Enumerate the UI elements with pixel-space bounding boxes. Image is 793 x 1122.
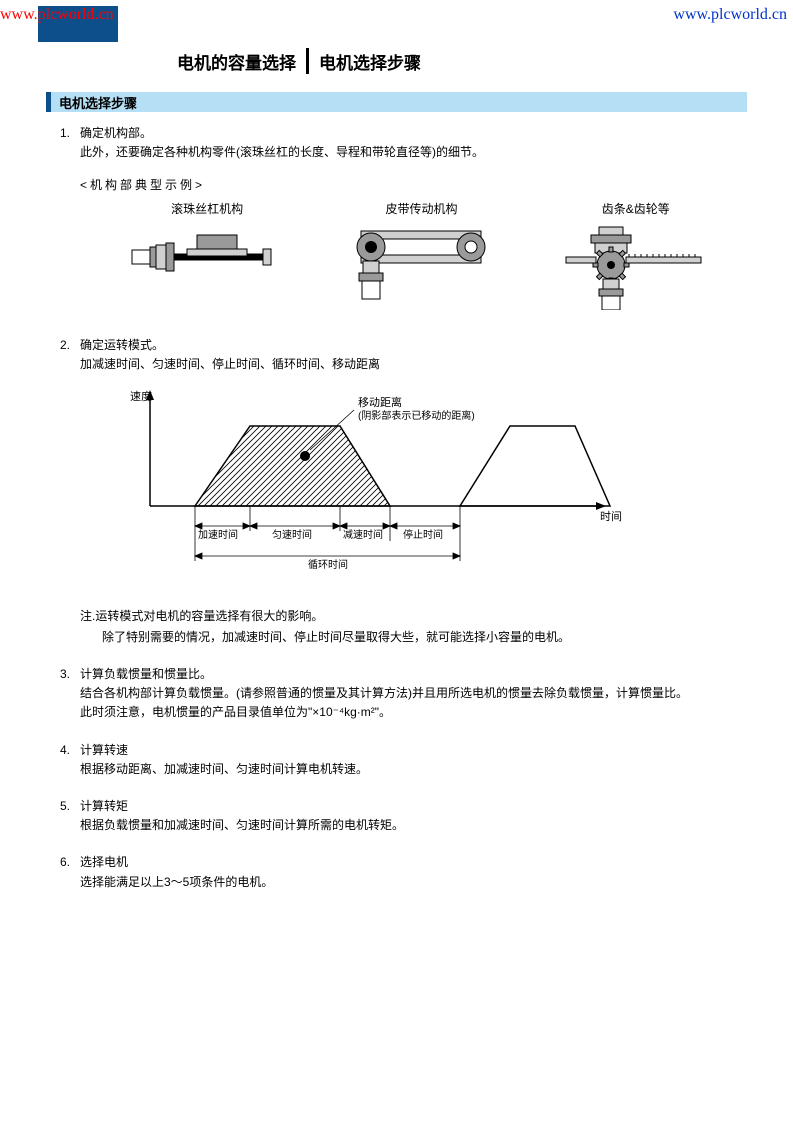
belt-icon [346,225,496,310]
note-prefix: 注. [80,609,95,623]
step1-num: 1. [60,124,80,143]
step6-num: 6. [60,853,80,872]
step-1: 1.确定机构部。 此外，还要确定各种机构零件(滚珠丝杠的长度、导程和带轮直径等)… [60,124,743,316]
velocity-chart: 速度 时间 移动距离 (阴影部表示已移动的距离) [90,386,630,586]
section-title: 电机选择步骤 [59,93,137,112]
note-line2: 除了特别需要的情况，加减速时间、停止时间尽量取得大些，就可能选择小容量的电机。 [102,627,570,647]
ylabel: 速度 [130,389,152,403]
step-5: 5.计算转矩 根据负载惯量和加减速时间、匀速时间计算所需的电机转矩。 [60,797,743,835]
step-3: 3.计算负载惯量和惯量比。 结合各机构部计算负载惯量。(请参照普通的惯量及其计算… [60,665,743,723]
step5-title: 计算转矩 [80,799,128,813]
step1-title: 确定机构部。 [80,126,152,140]
mech-item-1: 滚珠丝杠机构 [117,200,297,291]
header-row: 电机的容量选择 电机选择步骤 [38,48,755,74]
step3-num: 3. [60,665,80,684]
t-accel: 加速时间 [198,528,238,541]
step3-line1: 结合各机构部计算负载惯量。(请参照普通的惯量及其计算方法)并且用所选电机的惯量去… [80,684,743,703]
t-const: 匀速时间 [272,528,312,541]
mechanism-row: 滚珠丝杠机构 皮带传动机构 [100,200,743,316]
note-block: 注.运转模式对电机的容量选择有很大的影响。 除了特别需要的情况，加减速时间、停止… [80,606,743,647]
gear-icon [561,225,711,310]
mech3-label: 齿条&齿轮等 [546,200,726,219]
step6-desc: 选择能满足以上3～5项条件的电机。 [80,873,743,892]
step5-num: 5. [60,797,80,816]
step6-title: 选择电机 [80,855,128,869]
step3-line2: 此时须注意，电机惯量的产品目录值单位为"×10⁻⁴kg·m²"。 [80,703,743,722]
xlabel: 时间 [600,510,622,523]
dist-label: 移动距离 [358,395,402,409]
t-stop: 停止时间 [403,528,443,541]
step1-desc: 此外，还要确定各种机构零件(滚珠丝杠的长度、导程和带轮直径等)的细节。 [80,143,743,162]
main-content: 1.确定机构部。 此外，还要确定各种机构零件(滚珠丝杠的长度、导程和带轮直径等)… [60,124,743,910]
header-divider [306,48,309,74]
step2-desc: 加减速时间、匀速时间、停止时间、循环时间、移动距离 [80,355,743,374]
mech2-label: 皮带传动机构 [331,200,511,219]
t-decel: 减速时间 [343,528,383,541]
step-2: 2.确定运转模式。 加减速时间、匀速时间、停止时间、循环时间、移动距离 速度 时… [60,336,743,647]
note-line1: 运转模式对电机的容量选择有很大的影响。 [95,609,323,623]
step1-example-heading: <机构部典型示例> [80,176,743,195]
step2-title: 确定运转模式。 [80,338,164,352]
step-6: 6.选择电机 选择能满足以上3～5项条件的电机。 [60,853,743,891]
step4-title: 计算转速 [80,743,128,757]
step5-desc: 根据负载惯量和加减速时间、匀速时间计算所需的电机转矩。 [80,816,743,835]
header-left-title: 电机的容量选择 [38,49,306,74]
step4-desc: 根据移动距离、加减速时间、匀速时间计算电机转速。 [80,760,743,779]
header-right-title: 电机选择步骤 [319,49,421,74]
mech-item-3: 齿条&齿轮等 [546,200,726,316]
ballscrew-icon [127,225,287,285]
watermark-left: www.plcworld.cn [0,6,114,24]
step3-title: 计算负载惯量和惯量比。 [80,667,212,681]
step2-num: 2. [60,336,80,355]
step-4: 4.计算转速 根据移动距离、加减速时间、匀速时间计算电机转速。 [60,741,743,779]
t-cycle: 循环时间 [308,558,348,571]
step4-num: 4. [60,741,80,760]
dist-sub: (阴影部表示已移动的距离) [358,409,475,422]
watermark-right: www.plcworld.cn [673,6,787,24]
section-bar: 电机选择步骤 [46,92,747,112]
mech1-label: 滚珠丝杠机构 [117,200,297,219]
mech-item-2: 皮带传动机构 [331,200,511,316]
